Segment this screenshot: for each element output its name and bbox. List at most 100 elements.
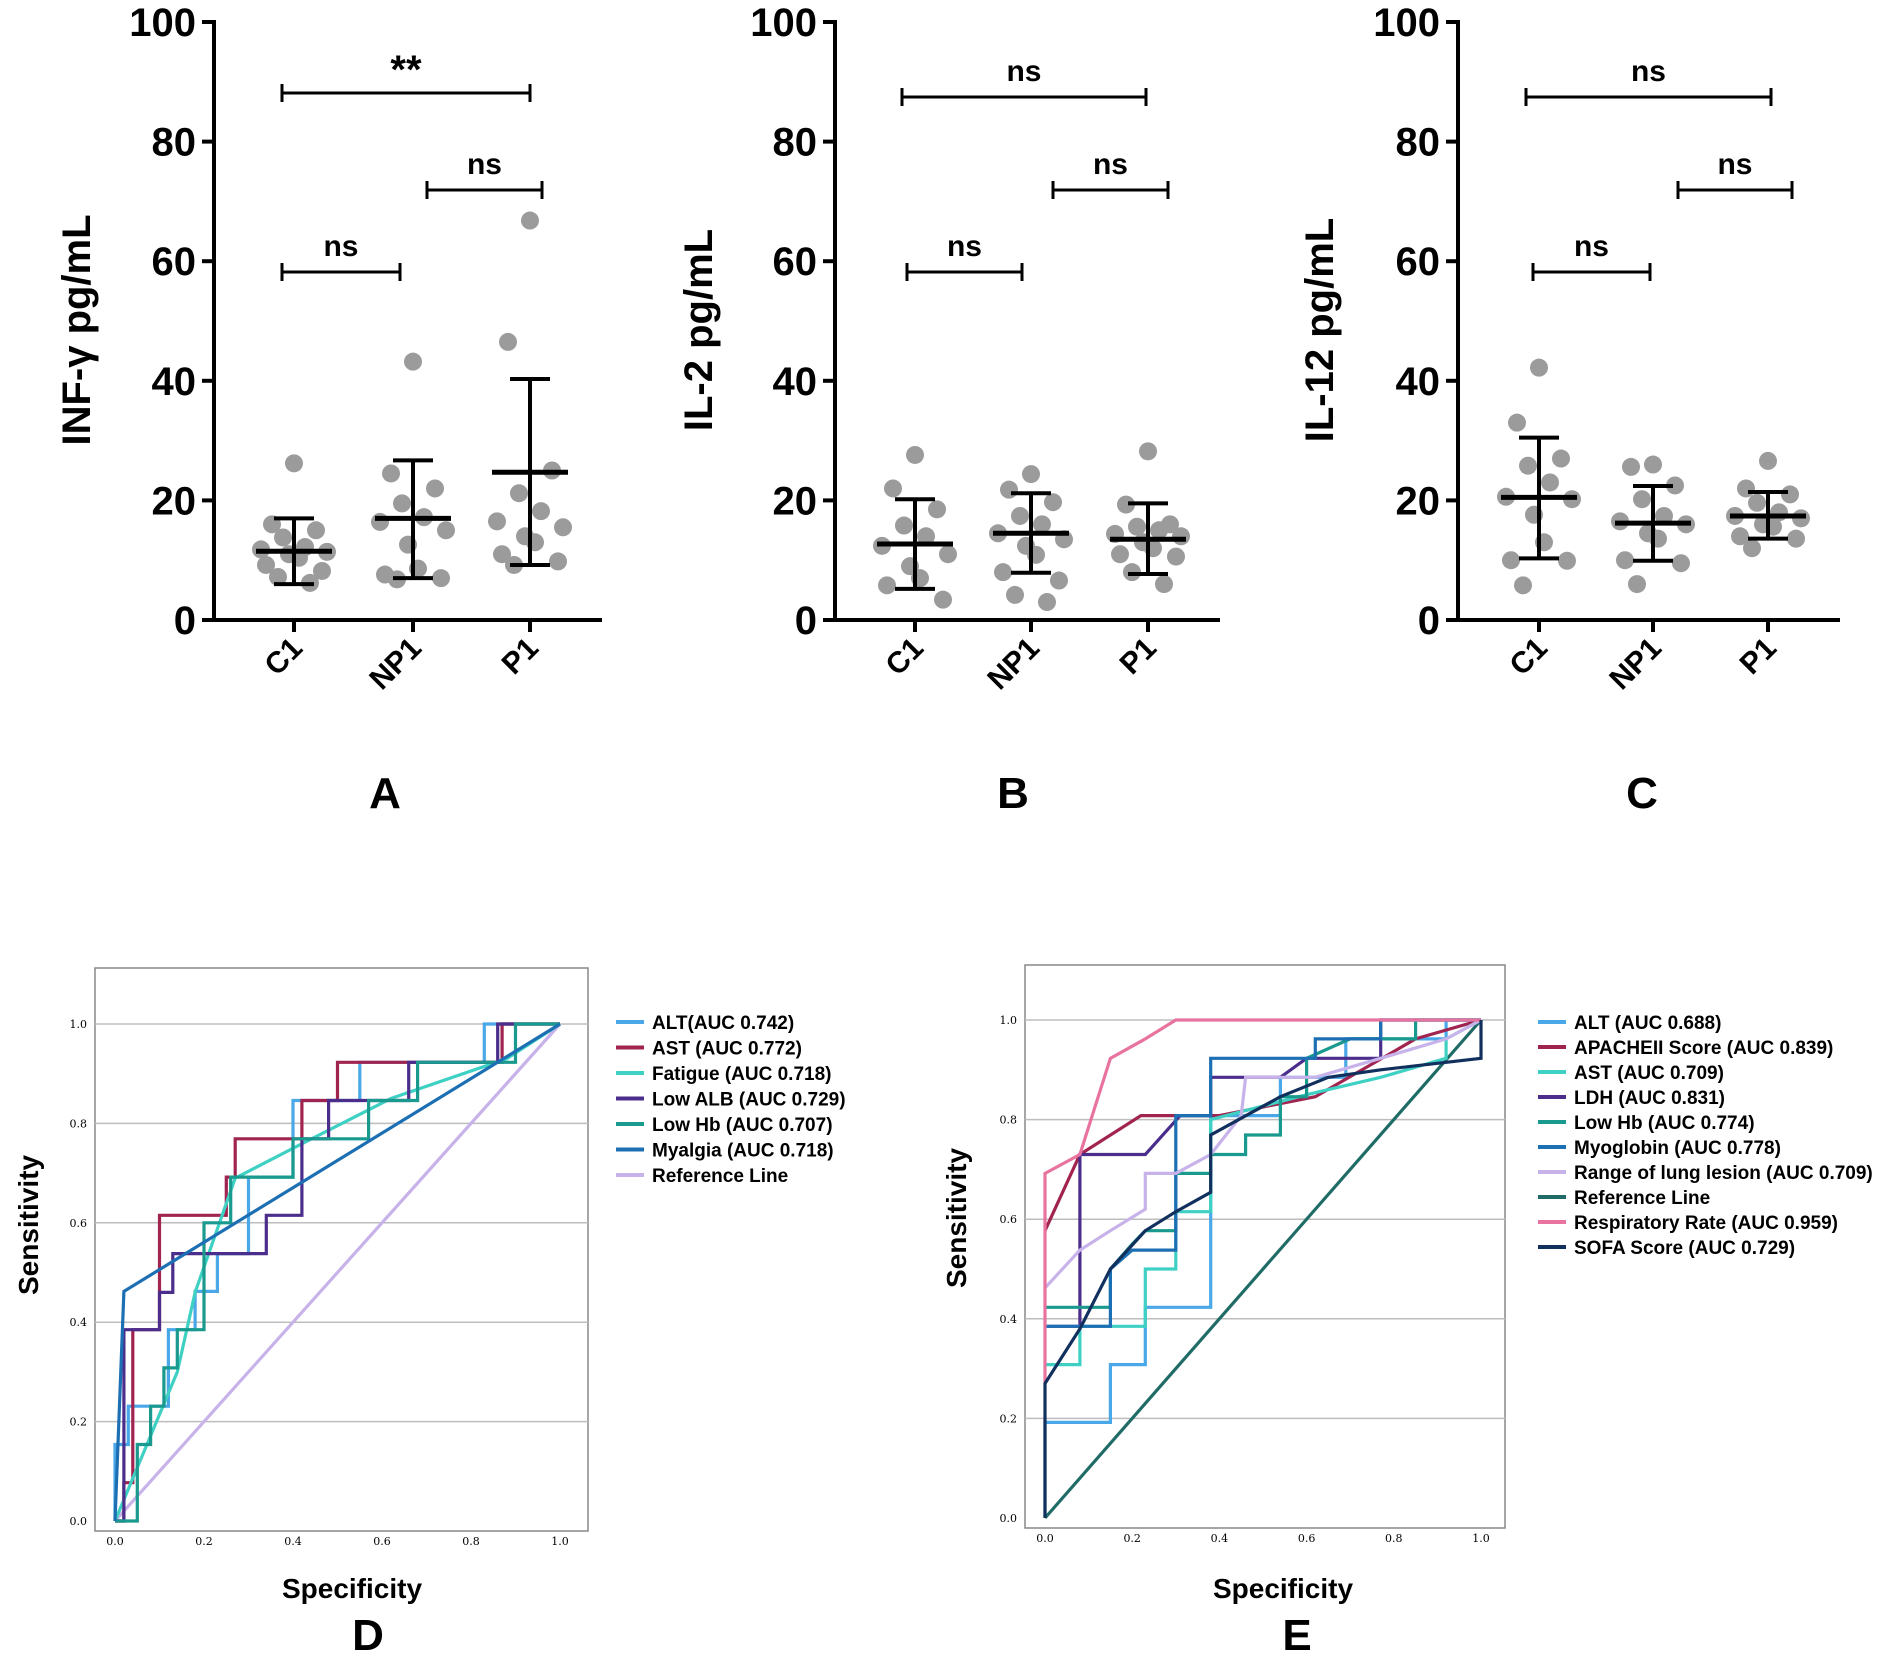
y-axis-label: IL-12 pg/mL — [1298, 218, 1342, 442]
data-point — [1000, 480, 1018, 499]
roc-curve — [1043, 1020, 1483, 1518]
legend-label: Low Hb (AUC 0.774) — [1574, 1113, 1755, 1134]
legend-label: APACHEII Score (AUC 0.839) — [1574, 1038, 1833, 1059]
data-point — [1128, 517, 1146, 536]
y-tick-label: 0 — [1418, 599, 1440, 643]
data-point — [510, 484, 528, 503]
y-tick-label: 20 — [773, 479, 818, 523]
data-point — [307, 521, 325, 540]
legend-label: LDH (AUC 0.831) — [1574, 1088, 1725, 1109]
legend-label: AST (AUC 0.772) — [652, 1039, 802, 1060]
data-point — [1514, 576, 1532, 595]
data-point — [493, 545, 511, 564]
data-point — [1530, 358, 1548, 377]
plot-frame — [94, 967, 589, 1532]
y-tick-label: 100 — [129, 1, 196, 45]
roc-panel-d: 0.0 0.2 0.4 0.6 0.8 1.0 0.0 0.2 0.4 0.6 0.8 1.0 ALT(… — [13, 967, 846, 1656]
x-tick-label: 0.4 — [284, 1535, 302, 1548]
data-point — [1038, 593, 1056, 612]
y-tick-label: 0.2 — [1000, 1412, 1018, 1425]
data-point — [499, 332, 517, 351]
y-tick-label: 0.6 — [70, 1217, 88, 1230]
data-point — [1044, 493, 1062, 512]
y-tick-label: 60 — [152, 240, 197, 284]
data-point — [934, 590, 952, 609]
data-point — [426, 479, 444, 498]
data-point — [1150, 521, 1168, 540]
data-point — [1519, 456, 1537, 475]
data-point — [1633, 490, 1651, 509]
data-point — [1050, 571, 1068, 590]
y-tick-label: 0.4 — [70, 1316, 88, 1329]
data-point — [878, 576, 896, 595]
y-tick-label: 60 — [773, 240, 818, 284]
data-point — [432, 569, 450, 588]
data-point — [1033, 515, 1051, 534]
data-point — [1622, 457, 1640, 476]
roc-curve — [115, 1022, 560, 1523]
data-point — [917, 527, 935, 546]
x-tick-label: 0.4 — [1211, 1532, 1229, 1545]
roc-curve — [1043, 1018, 1483, 1520]
y-tick-label: 1.0 — [1000, 1014, 1018, 1027]
data-point — [371, 512, 389, 531]
panel-letter: B — [997, 769, 1029, 818]
x-tick-label: 0.6 — [373, 1535, 391, 1548]
data-point — [285, 454, 303, 473]
data-point — [554, 518, 572, 537]
y-tick-label: 0 — [795, 599, 817, 643]
significance-label: ** — [390, 48, 422, 92]
significance-label: ns — [947, 230, 982, 263]
legend-label: Reference Line — [1574, 1188, 1710, 1209]
data-point — [1743, 539, 1761, 558]
data-point — [1672, 554, 1690, 573]
y-tick-label: 0.0 — [1000, 1512, 1018, 1525]
y-tick-label: 20 — [1396, 479, 1441, 523]
legend-label: Low ALB (AUC 0.729) — [652, 1090, 846, 1111]
data-point — [1748, 493, 1766, 512]
y-tick-label: 0 — [174, 599, 196, 643]
y-tick-label: 20 — [152, 479, 197, 523]
x-tick-label: 0.0 — [1036, 1532, 1054, 1545]
roc-curve — [113, 1022, 561, 1522]
data-point — [1737, 479, 1755, 498]
y-tick-label: 0.8 — [70, 1117, 88, 1130]
legend-label: Fatigue (AUC 0.718) — [652, 1064, 831, 1085]
roc-curve — [1043, 1018, 1481, 1384]
y-tick-label: 1.0 — [70, 1018, 88, 1031]
data-point — [274, 528, 292, 547]
y-tick-label: 40 — [773, 360, 818, 404]
data-point — [1731, 527, 1749, 546]
data-point — [1006, 585, 1024, 604]
x-tick-label: 0.2 — [195, 1535, 213, 1548]
y-axis-label: INF-γ pg/mL — [55, 214, 99, 445]
data-point — [1655, 506, 1673, 525]
x-tick-label: 0.6 — [1298, 1532, 1316, 1545]
x-tick-label: 0.2 — [1123, 1532, 1141, 1545]
data-point — [994, 563, 1012, 582]
data-point — [437, 521, 455, 540]
data-point — [1666, 476, 1684, 495]
y-tick-label: 100 — [1373, 1, 1440, 45]
y-tick-label: 80 — [1396, 121, 1441, 165]
significance-label: ns — [1717, 148, 1752, 181]
data-point — [1781, 485, 1799, 504]
legend-label: Reference Line — [652, 1166, 788, 1187]
data-point — [1111, 545, 1129, 564]
x-tick-label: 1.0 — [1472, 1532, 1490, 1545]
data-point — [521, 211, 539, 230]
data-point — [895, 516, 913, 535]
panel-letter: E — [1282, 1611, 1311, 1656]
y-tick-label: 0.6 — [1000, 1213, 1018, 1226]
x-axis-label: Specificity — [282, 1573, 422, 1604]
data-point — [313, 561, 331, 580]
y-axis-label: Sensitivity — [13, 1155, 44, 1295]
data-point — [257, 555, 275, 574]
x-tick-label: 1.0 — [551, 1535, 569, 1548]
x-axis-label: Specificity — [1213, 1573, 1353, 1604]
data-point — [1139, 442, 1157, 461]
legend-label: Myalgia (AUC 0.718) — [652, 1141, 834, 1162]
data-point — [1552, 449, 1570, 468]
legend-label: Range of lung lesion (AUC 0.709) — [1574, 1163, 1873, 1184]
data-point — [1644, 455, 1662, 474]
